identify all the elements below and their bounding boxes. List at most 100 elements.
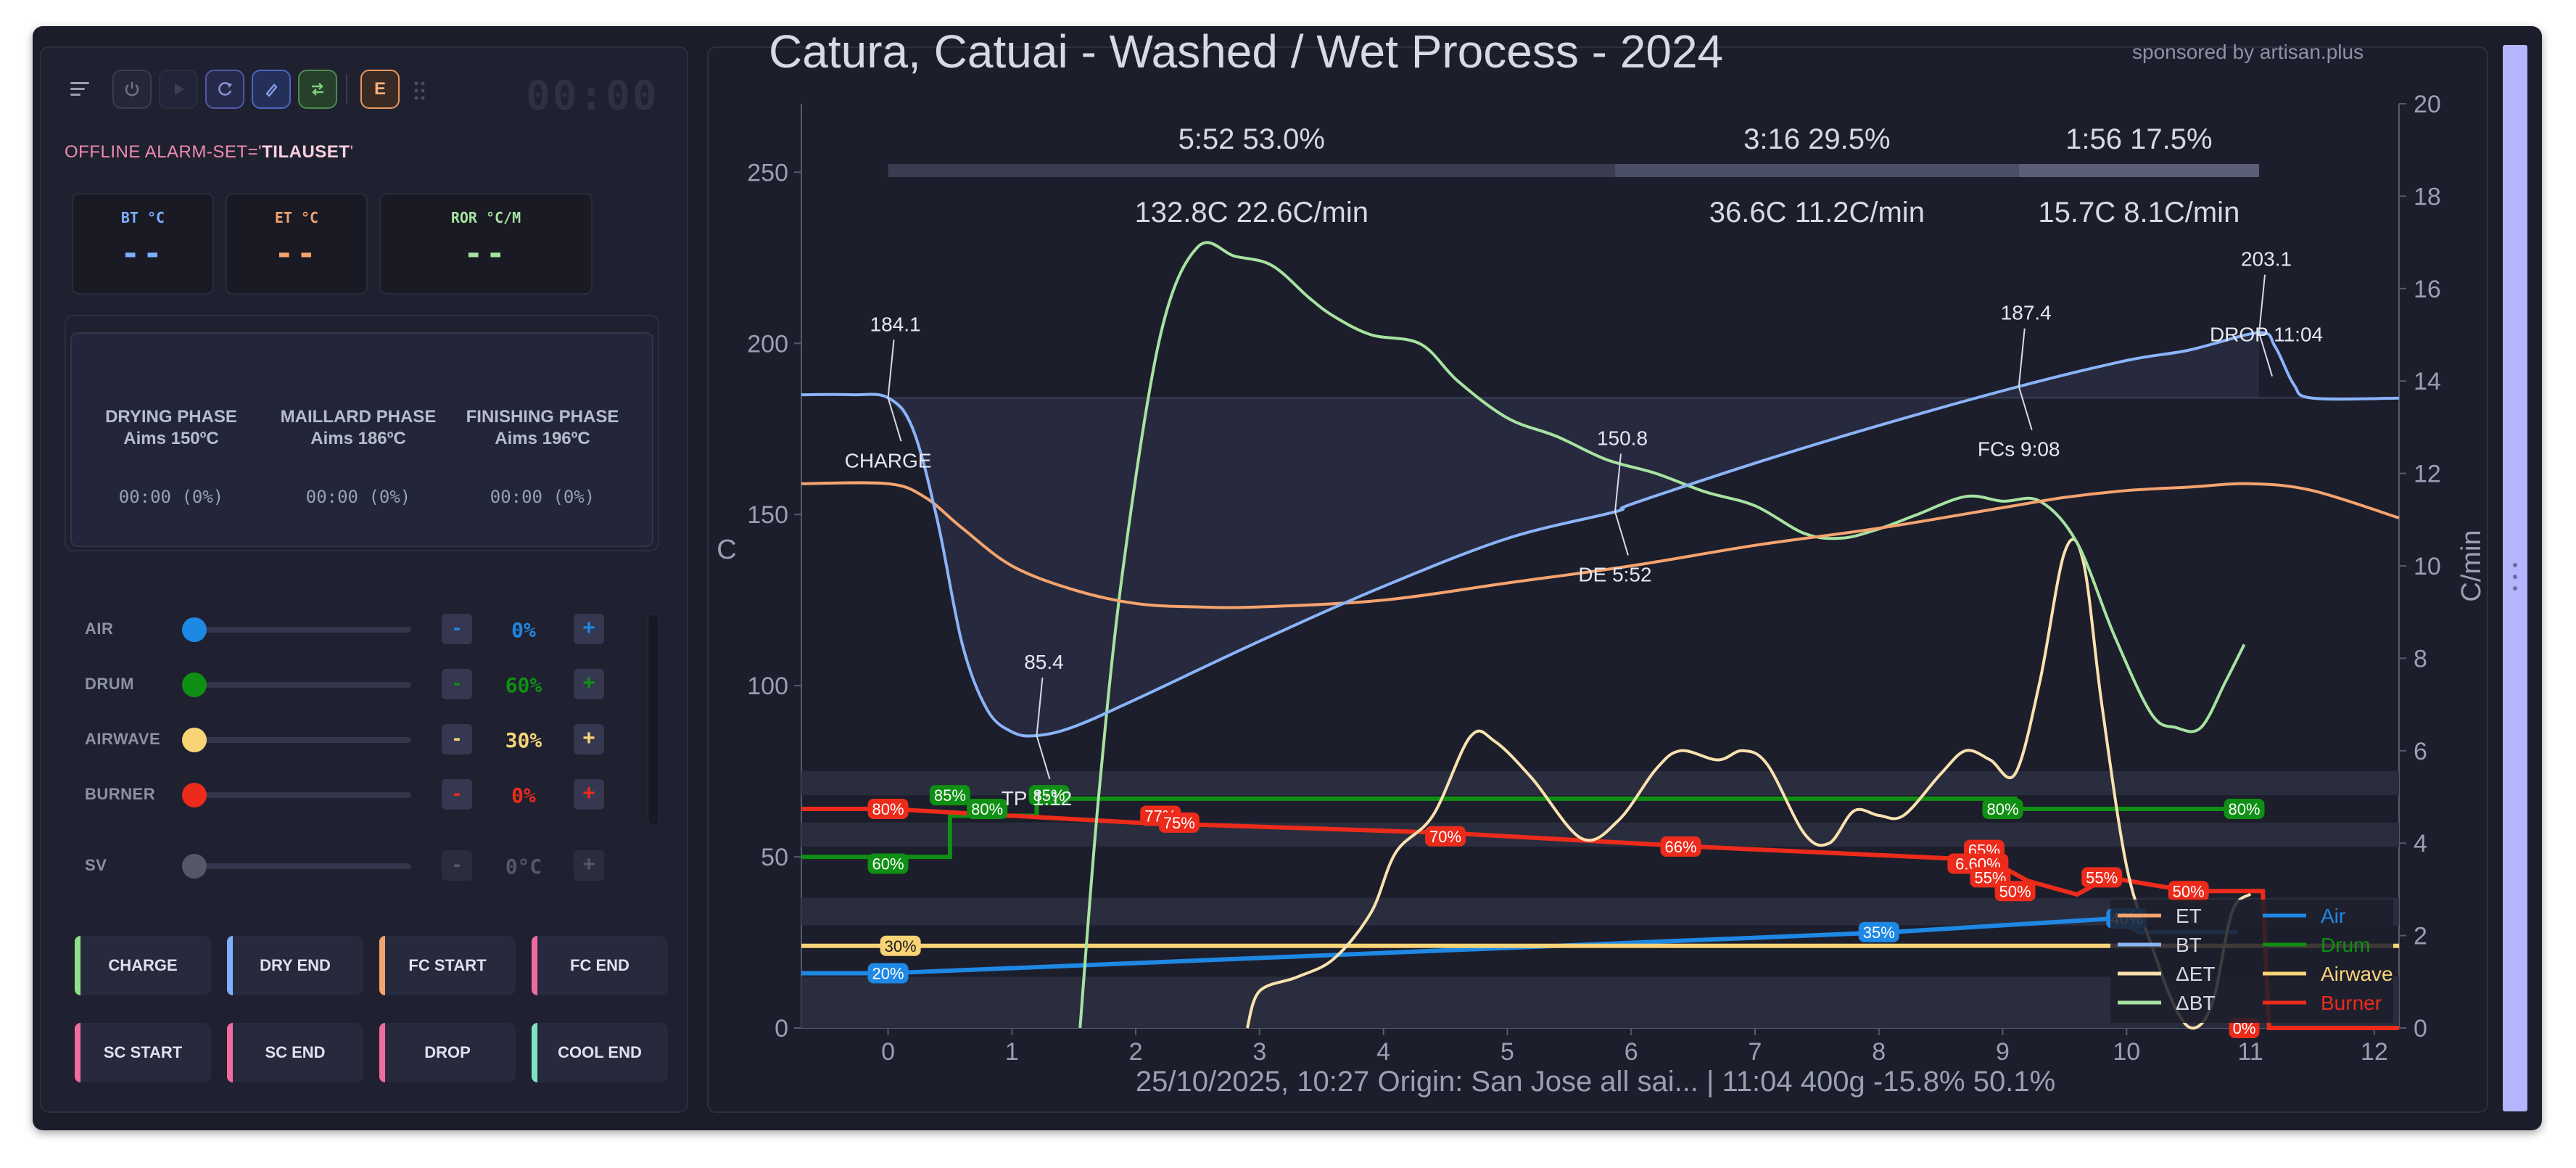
control-value-label: 20% xyxy=(872,965,904,983)
y-tick-label: 200 xyxy=(747,330,788,358)
fc-start-button[interactable]: FC START xyxy=(379,936,516,995)
control-value-label: 85% xyxy=(1033,786,1065,805)
y-axis-label: C xyxy=(717,535,736,565)
air-minus-button[interactable]: - xyxy=(442,614,472,644)
delta-et-curve xyxy=(1245,538,2252,1030)
fc-end-button[interactable]: FC END xyxy=(532,936,668,995)
control-value-badge xyxy=(1158,812,1200,833)
control-value-badge xyxy=(2168,881,2209,902)
alarm-set-name: TILAUSET xyxy=(262,142,350,162)
burner-slider-knob[interactable] xyxy=(182,783,207,807)
chart-title: Catura, Catuai - Washed / Wet Process - … xyxy=(769,25,1724,78)
airwave-slider-track[interactable] xyxy=(194,737,411,743)
x-tick-label: 9 xyxy=(1996,1038,2010,1066)
y2-tick-label: 18 xyxy=(2414,183,2441,210)
legend-entry: Air xyxy=(2321,905,2345,927)
air-plus-button[interactable]: + xyxy=(574,614,604,644)
y2-tick-label: 2 xyxy=(2414,923,2427,950)
slider-scrollbar[interactable] xyxy=(648,614,659,826)
bt-readout: BT °C -- xyxy=(72,193,214,295)
burner-plus-button[interactable]: + xyxy=(574,779,604,810)
slider-drum: DRUM - 60% + xyxy=(85,666,665,702)
phase-bar xyxy=(1614,164,2019,177)
control-value-badge xyxy=(1982,799,2023,820)
delta-bt-curve xyxy=(1078,241,2246,1029)
sv-slider-knob[interactable] xyxy=(182,854,207,879)
drum-slider-knob[interactable] xyxy=(182,673,207,697)
x-tick-label: 5 xyxy=(1500,1038,1514,1066)
slider-air: AIR - 0% + xyxy=(85,611,665,647)
sync-button[interactable] xyxy=(298,70,337,109)
legend-entry: Drum xyxy=(2321,934,2370,956)
sv-plus-button[interactable]: + xyxy=(574,850,604,881)
reset-icon xyxy=(218,82,232,96)
power-button[interactable] xyxy=(112,70,152,109)
annotation-label: 184.1 xyxy=(870,313,921,335)
drum-plus-button[interactable]: + xyxy=(574,669,604,699)
control-value-label: 80% xyxy=(1986,800,2018,818)
annotation-label: 203.1 xyxy=(2241,248,2292,271)
sc-end-button[interactable]: SC END xyxy=(227,1023,363,1082)
sc-start-button[interactable]: SC START xyxy=(75,1023,211,1082)
drum-slider-track[interactable] xyxy=(194,682,411,688)
y2-tick-label: 10 xyxy=(2414,553,2441,580)
charge-button[interactable]: CHARGE xyxy=(75,936,211,995)
control-value-label: 75% xyxy=(1163,814,1195,832)
airwave-slider-knob[interactable] xyxy=(182,728,207,752)
drying-phase: DRYING PHASE Aims 150ºC 00:00 (0%) xyxy=(105,407,237,507)
legend-entry: ΔBT xyxy=(2176,992,2215,1014)
play-icon xyxy=(175,83,184,95)
menu-icon[interactable] xyxy=(69,78,94,100)
burner-slider-track[interactable] xyxy=(194,792,411,798)
cool-end-button[interactable]: COOL END xyxy=(532,1023,668,1082)
air-slider-knob[interactable] xyxy=(182,617,207,642)
x-tick-label: 1 xyxy=(1005,1038,1019,1066)
annotation-leader xyxy=(2018,386,2033,431)
control-value-label: 80% xyxy=(971,800,1003,818)
annotation-leader xyxy=(1036,735,1051,780)
annotation-leader xyxy=(887,340,895,398)
start-button[interactable] xyxy=(159,70,198,109)
airwave-plus-button[interactable]: + xyxy=(574,724,604,754)
control-value-label: 50% xyxy=(2173,882,2205,900)
resize-grip-icon[interactable] xyxy=(2511,563,2519,596)
sv-value: 0°C xyxy=(505,855,542,879)
sv-minus-button[interactable]: - xyxy=(442,850,472,881)
annotation-label: CHARGE xyxy=(845,449,932,472)
x-tick-label: 10 xyxy=(2113,1038,2140,1066)
drop-button[interactable]: DROP xyxy=(379,1023,516,1082)
drum-value: 60% xyxy=(505,673,542,697)
x-tick-label: 6 xyxy=(1625,1038,1638,1066)
control-value-label: 60% xyxy=(872,855,904,873)
reset-button[interactable] xyxy=(205,70,244,109)
power-icon xyxy=(125,82,139,96)
legend-entry: Burner xyxy=(2321,992,2382,1014)
x-tick-label: 3 xyxy=(1252,1038,1266,1066)
swap-icon xyxy=(312,83,323,96)
phase-delta-stat: 36.6C 11.2C/min xyxy=(1709,197,1925,229)
control-value-label: 66% xyxy=(1664,838,1696,856)
dry-end-button[interactable]: DRY END xyxy=(227,936,363,995)
drum-minus-button[interactable]: - xyxy=(442,669,472,699)
maillard-phase: MAILLARD PHASE Aims 186ºC 00:00 (0%) xyxy=(280,407,437,507)
control-value-label: 70% xyxy=(1429,828,1461,846)
air-slider-track[interactable] xyxy=(194,627,411,633)
drag-handle-icon[interactable] xyxy=(413,80,427,105)
burner-minus-button[interactable]: - xyxy=(442,779,472,810)
chart-footer: 25/10/2025, 10:27 Origin: San Jose all s… xyxy=(1136,1066,2055,1098)
sv-slider-track[interactable] xyxy=(194,863,411,869)
y2-tick-label: 14 xyxy=(2414,368,2441,395)
phase-delta-stat: 132.8C 22.6C/min xyxy=(1135,197,1368,229)
alarm-status: OFFLINE ALARM-SET='TILAUSET' xyxy=(65,142,354,162)
note-button[interactable] xyxy=(252,70,291,109)
control-value-badge xyxy=(867,853,909,874)
phase-time-stat: 5:52 53.0% xyxy=(1178,123,1325,155)
phase-bar xyxy=(2018,164,2260,177)
airwave-minus-button[interactable]: - xyxy=(442,724,472,754)
annotation-leader xyxy=(1614,511,1629,556)
annotation-leader xyxy=(887,398,902,442)
y2-tick-label: 20 xyxy=(2414,91,2441,118)
event-button[interactable]: E xyxy=(360,70,400,109)
x-tick-label: 12 xyxy=(2361,1038,2388,1066)
y-tick-label: 150 xyxy=(747,501,788,529)
